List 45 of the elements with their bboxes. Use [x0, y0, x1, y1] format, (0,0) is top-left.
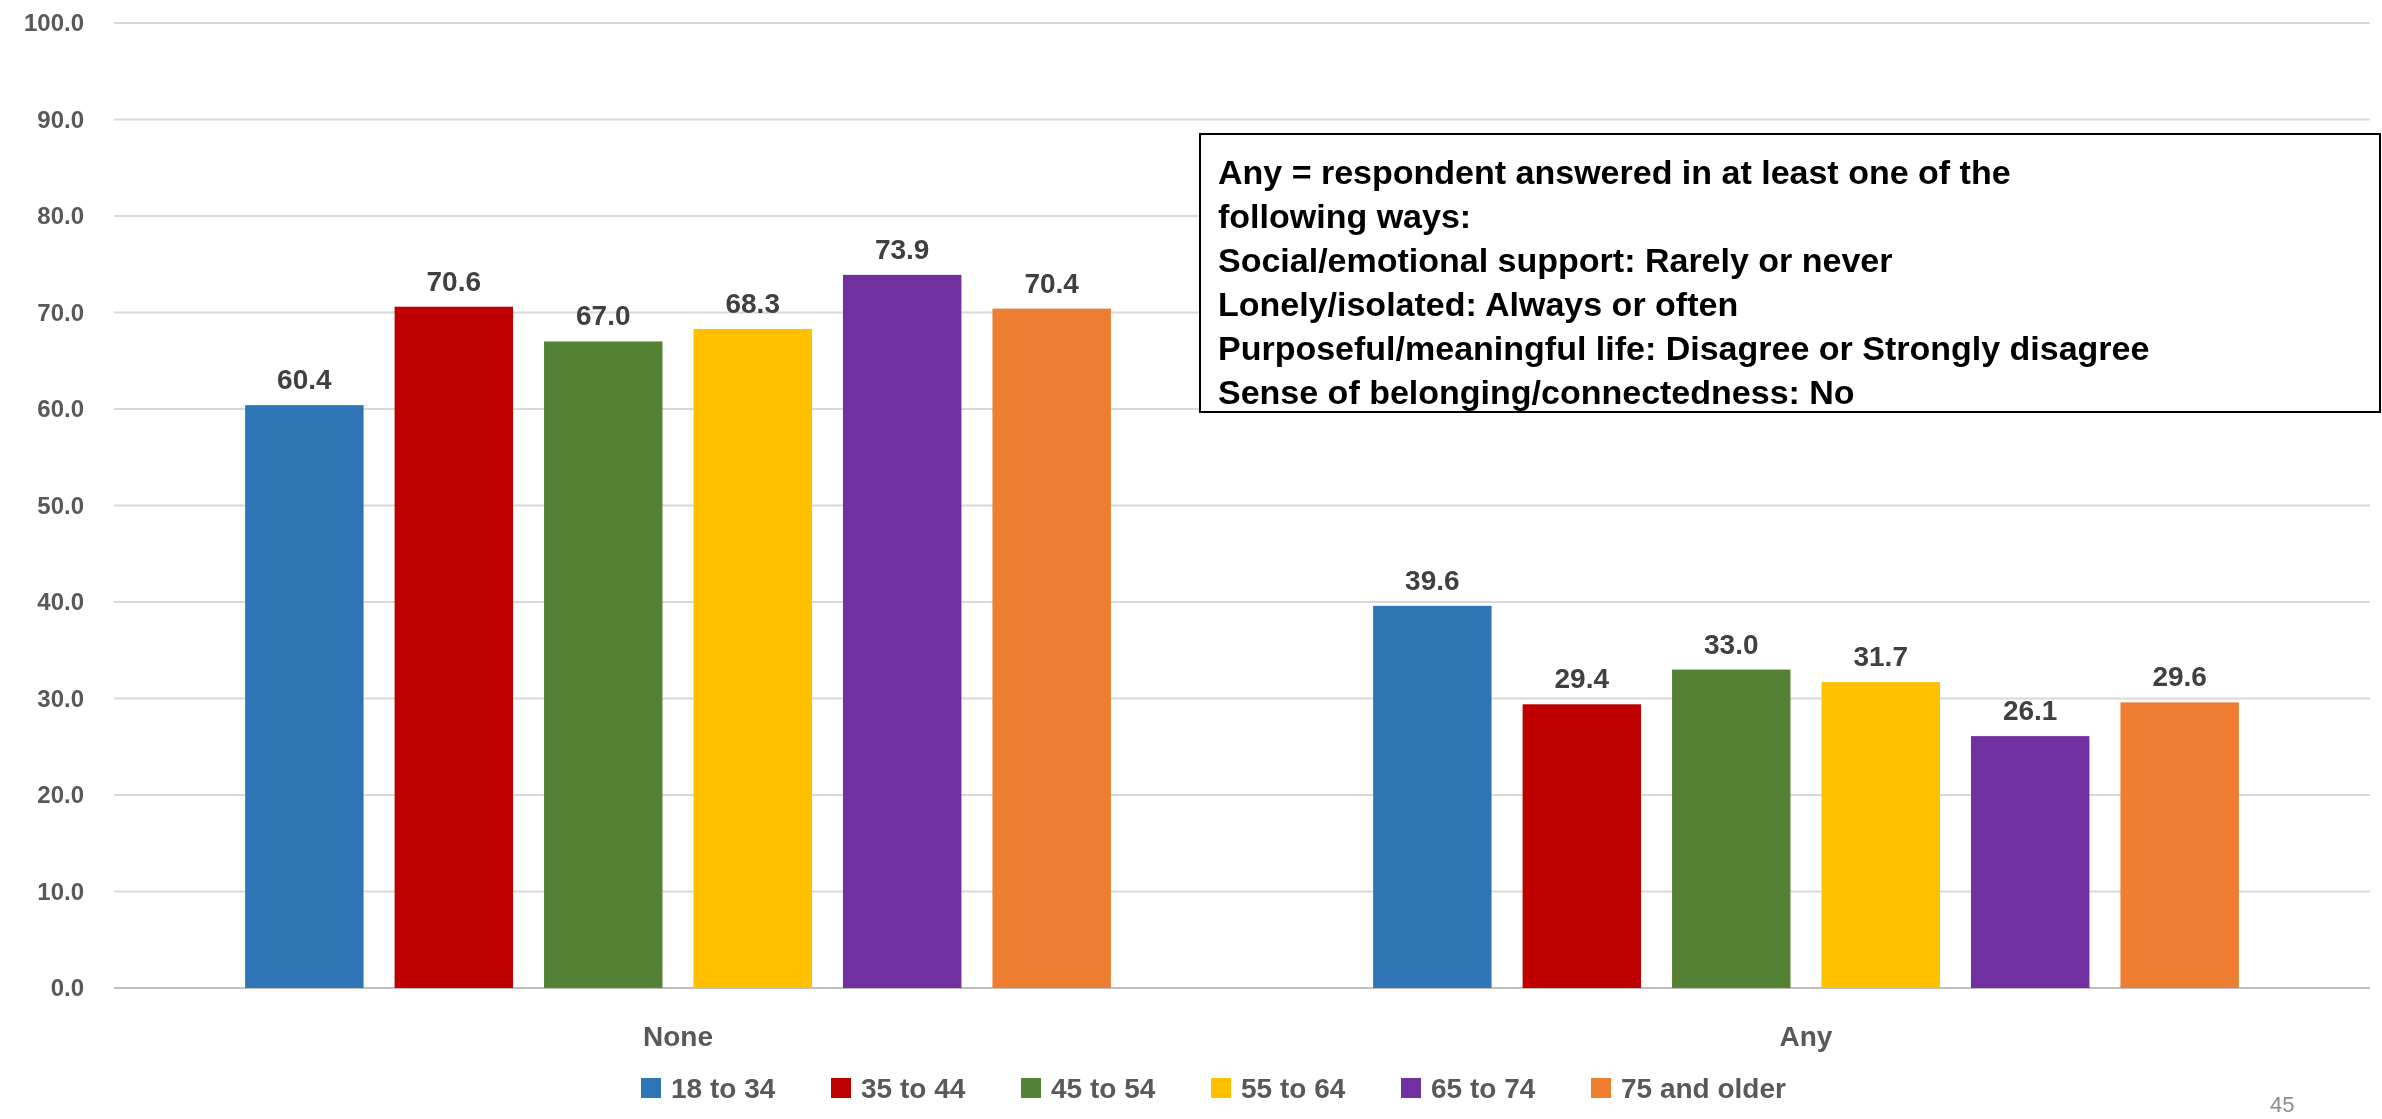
bar: [842, 274, 962, 988]
legend-label: 35 to 44: [861, 1073, 966, 1104]
y-tick-label: 10.0: [37, 877, 84, 905]
legend-label: 45 to 54: [1051, 1073, 1156, 1104]
y-tick-label: 100.0: [23, 9, 84, 36]
bar: [394, 306, 514, 988]
y-tick-label: 70.0: [37, 298, 84, 326]
data-label: 39.6: [1405, 564, 1460, 596]
data-label: 26.1: [2002, 695, 2058, 727]
data-label: 67.0: [576, 300, 631, 332]
data-label: 70.4: [1024, 267, 1080, 299]
x-tick-label: Any: [1779, 1021, 1833, 1052]
data-label: 33.0: [1704, 628, 1759, 660]
y-tick-label: 30.0: [37, 684, 84, 712]
y-tick-label: 20.0: [37, 781, 84, 808]
bar: [992, 308, 1111, 988]
data-label: 68.3: [725, 287, 780, 319]
data-label: 70.6: [426, 265, 482, 297]
y-tick-label: 60.0: [37, 395, 84, 422]
annotation: Any = respondent answered in at least one of the following ways: Social/emotional support: Rarely or never Lonely/isolated: Always or often Purposeful/meaningful life: Disagree or Strongly disagree Sense of belonging/connectedness: No: [1218, 153, 2150, 411]
y-tick-label: 50.0: [37, 491, 84, 519]
y-tick-label: 0.0: [50, 974, 84, 1001]
bar: [693, 328, 812, 988]
bar: [1373, 605, 1492, 988]
data-label: 60.4: [277, 364, 333, 396]
bar: [1821, 682, 1940, 988]
x-tick-label: None: [643, 1021, 713, 1052]
legend-label: 65 to 74: [1431, 1073, 1536, 1104]
y-tick-label: 40.0: [37, 588, 84, 615]
y-tick-label: 80.0: [37, 202, 84, 229]
bar: [1522, 704, 1642, 988]
bar: [1672, 669, 1791, 988]
data-label: 73.9: [874, 233, 930, 265]
bar: [2120, 702, 2239, 988]
text: 45: [2270, 1092, 2295, 1117]
data-label: 31.7: [1853, 641, 1908, 673]
bar: [544, 341, 663, 988]
data-label: 29.4: [1554, 663, 1610, 695]
y-tick-label: 90.0: [37, 105, 84, 133]
legend-label: 55 to 64: [1241, 1073, 1346, 1104]
bar: [1970, 736, 2090, 988]
bar: [245, 405, 364, 988]
legend-label: 18 to 34: [671, 1073, 776, 1104]
data-label: 29.6: [2152, 661, 2207, 693]
legend-label: 75 and older: [1621, 1073, 1787, 1104]
